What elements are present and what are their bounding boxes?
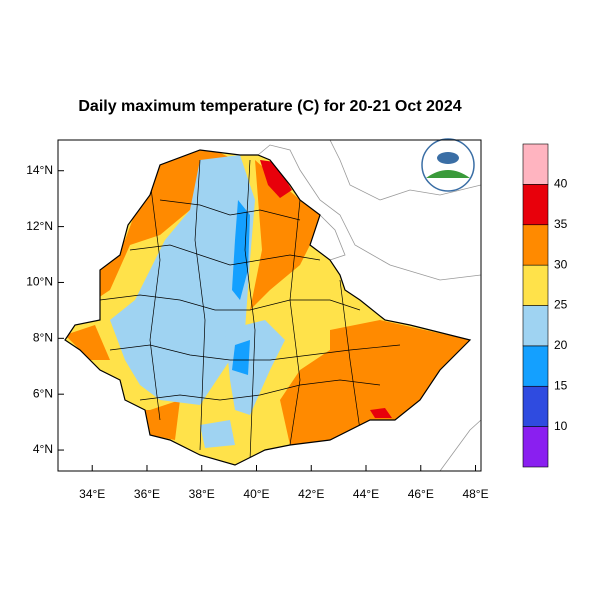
x-tick-label: 40°E <box>243 487 269 501</box>
colorbar-label: 20 <box>554 338 568 352</box>
map-frame <box>57 139 482 472</box>
colorbar-box <box>522 224 549 266</box>
map-title: Daily maximum temperature (C) for 20-21 … <box>78 98 461 115</box>
y-tick-label: 4°N <box>33 442 53 456</box>
colorbar-label: 40 <box>554 177 568 191</box>
colorbar-box <box>522 305 549 347</box>
colorbar-box <box>522 426 549 468</box>
y-tick-label: 6°N <box>33 386 53 400</box>
y-tick-label: 10°N <box>26 275 53 289</box>
x-tick-label: 38°E <box>189 487 215 501</box>
country-outline <box>64 149 472 466</box>
admin-borders <box>99 159 401 461</box>
colorbar-label: 25 <box>554 298 568 312</box>
x-tick-label: 48°E <box>462 487 488 501</box>
x-tick-label: 44°E <box>353 487 379 501</box>
y-tick-label: 14°N <box>26 163 53 177</box>
x-tick-label: 36°E <box>134 487 160 501</box>
colorbar-box <box>522 184 549 226</box>
colorbar-label: 10 <box>554 419 568 433</box>
y-tick-label: 8°N <box>33 330 53 344</box>
colorbar-box <box>522 264 549 306</box>
colorbar-box <box>522 385 549 427</box>
y-tick-label: 12°N <box>26 219 53 233</box>
colorbar-box <box>522 143 549 185</box>
temperature-field <box>65 150 470 465</box>
x-tick-label: 46°E <box>408 487 434 501</box>
x-tick-label: 42°E <box>298 487 324 501</box>
colorbar-label: 15 <box>554 378 568 392</box>
logo <box>421 138 475 192</box>
colorbar-label: 35 <box>554 217 568 231</box>
colorbar-box <box>522 345 549 387</box>
neighbor-borders <box>257 140 481 471</box>
colorbar-label: 30 <box>554 257 568 271</box>
x-tick-label: 34°E <box>79 487 105 501</box>
